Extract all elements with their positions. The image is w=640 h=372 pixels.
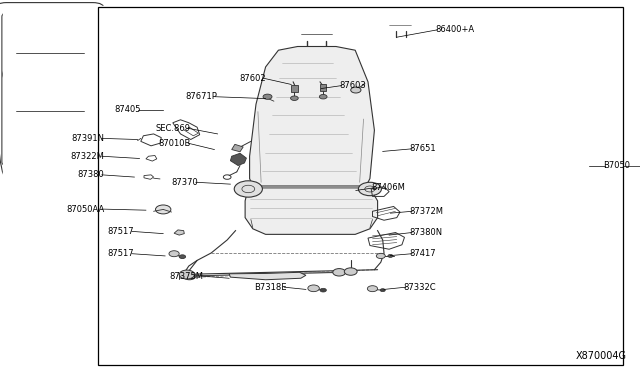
Bar [291,85,298,92]
Text: 87517: 87517 [108,249,134,258]
Text: 87517: 87517 [108,227,134,236]
Text: 87370: 87370 [172,178,198,187]
Text: 87375M: 87375M [170,272,204,280]
Circle shape [179,270,195,279]
Text: 87405: 87405 [115,105,141,114]
Circle shape [380,289,385,292]
Text: 87602: 87602 [239,74,266,83]
Polygon shape [174,230,184,235]
Text: SEC.869: SEC.869 [156,124,191,133]
Circle shape [263,94,272,99]
Text: 87651: 87651 [410,144,436,153]
Circle shape [358,182,381,196]
Bar [320,84,326,91]
Text: 87406M: 87406M [371,183,405,192]
Circle shape [308,285,319,292]
Text: B7318E: B7318E [254,283,287,292]
Bar [41,20,58,91]
Text: 87671P: 87671P [186,92,218,101]
Circle shape [333,269,346,276]
Circle shape [376,253,385,259]
Text: 87380N: 87380N [410,228,443,237]
Text: 87380: 87380 [77,170,104,179]
Circle shape [179,255,186,259]
Text: 87050AA: 87050AA [66,205,104,214]
Circle shape [319,94,327,99]
FancyBboxPatch shape [379,10,422,33]
Circle shape [320,288,326,292]
Ellipse shape [3,70,9,79]
Circle shape [169,251,179,257]
Text: 87010B: 87010B [158,139,191,148]
Circle shape [234,181,262,197]
Bar [98,7,623,365]
Text: 86400+A: 86400+A [435,25,474,34]
Polygon shape [245,188,378,234]
Circle shape [183,272,196,280]
FancyBboxPatch shape [289,12,344,45]
Circle shape [388,254,393,257]
Text: 87603: 87603 [339,81,366,90]
Circle shape [156,205,171,214]
Polygon shape [229,272,306,280]
Text: 87391N: 87391N [71,134,104,143]
Text: 87417: 87417 [410,249,436,258]
Text: 87322M: 87322M [70,152,104,161]
Polygon shape [250,46,374,186]
Polygon shape [232,144,243,152]
Polygon shape [230,153,246,166]
Circle shape [344,268,357,275]
Text: 87372M: 87372M [410,207,444,216]
Text: X870004G: X870004G [576,351,627,361]
Ellipse shape [92,70,98,79]
Text: 87332C: 87332C [403,283,436,292]
Circle shape [351,87,361,93]
Text: B7050: B7050 [603,161,630,170]
Bar [41,20,58,91]
Circle shape [291,96,298,100]
FancyBboxPatch shape [2,12,97,166]
Circle shape [367,286,378,292]
